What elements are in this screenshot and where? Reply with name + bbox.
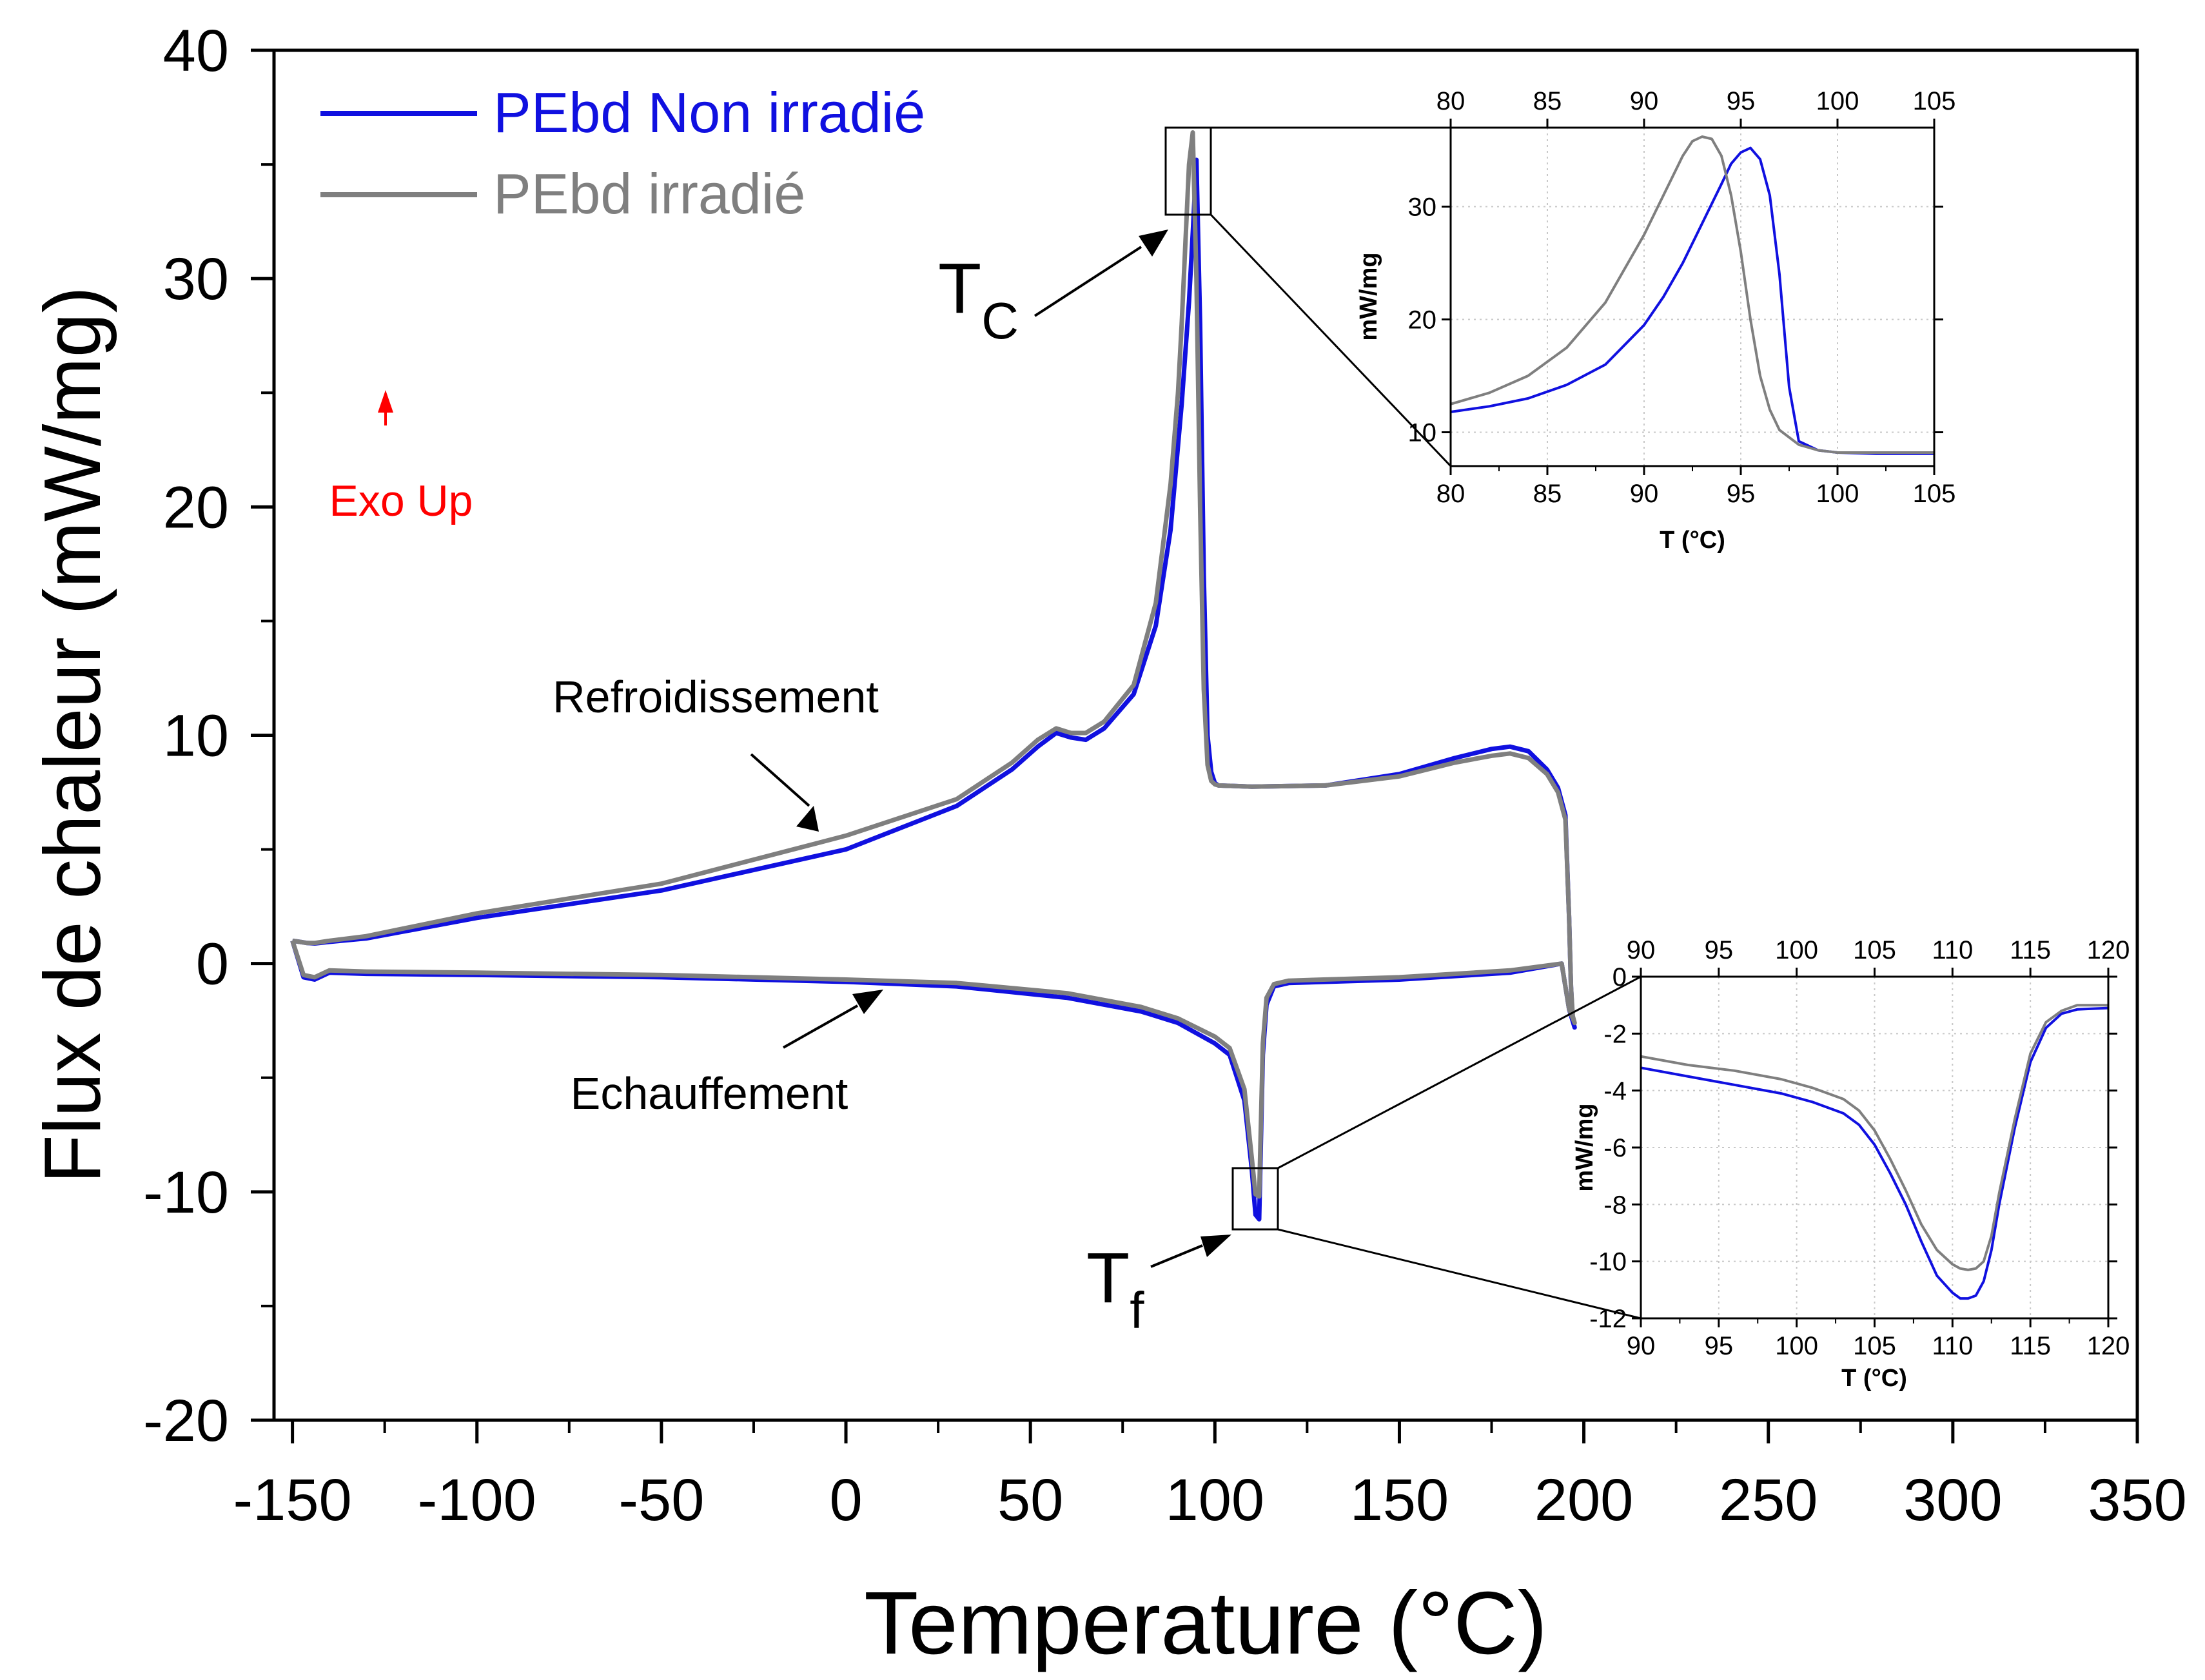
cooling-arrow: [750, 753, 810, 807]
inset2-x-axis-title: T (°C): [1841, 1365, 1907, 1392]
heating-arrow: [783, 1004, 858, 1049]
main-y-tick-label: 40: [163, 18, 229, 84]
inset2-x-tick-label: 105: [1853, 1332, 1896, 1360]
inset2-series-line-1: [1640, 1004, 2108, 1271]
inset1-x-tick-label-top: 100: [1816, 87, 1859, 115]
inset2-x-tick-label-top: 120: [2087, 936, 2130, 964]
zoom-box-melting: [1231, 1167, 1279, 1231]
heating-label: Echauffement: [571, 1068, 848, 1118]
tc-arrowhead-icon: [1139, 230, 1168, 257]
main-x-axis-title: Temperature (°C): [864, 1574, 1547, 1673]
cooling-arrowhead-icon: [796, 806, 819, 832]
main-x-tick-label: 0: [829, 1467, 862, 1533]
inset1-y-tick-label: 20: [1408, 306, 1437, 335]
inset1-series-line-0: [1450, 146, 1934, 455]
inset1-x-tick-label: 80: [1436, 480, 1465, 508]
inset1-x-tick-label-top: 95: [1727, 87, 1756, 115]
main-y-tick-label: 0: [196, 932, 229, 997]
inset2-y-axis-title: mW/mg: [1571, 1103, 1598, 1191]
main-y-tick-label: -20: [143, 1388, 229, 1454]
heating-arrowhead-icon: [852, 990, 883, 1014]
main-series-line-1: [290, 130, 1577, 1199]
inset2-y-tick-label: -2: [1603, 1020, 1627, 1048]
inset1-x-tick-label-top: 85: [1533, 87, 1562, 115]
main-y-tick-label: 30: [163, 246, 229, 312]
inset2-x-tick-label-top: 90: [1627, 936, 1656, 964]
tc-arrow: [1034, 246, 1142, 317]
inset1-x-tick-label: 90: [1630, 480, 1659, 508]
main-x-tick-label: 300: [1903, 1467, 2003, 1533]
inset1-y-axis-title: mW/mg: [1355, 252, 1382, 340]
main-x-tick-label: 200: [1534, 1467, 1634, 1533]
main-x-tick-label: 100: [1166, 1467, 1265, 1533]
inset1-x-tick-label: 85: [1533, 480, 1562, 508]
inset1-y-tick-label: 30: [1408, 193, 1437, 222]
inset1-y-tick-label: 10: [1408, 419, 1437, 447]
main-x-tick-label: 150: [1350, 1467, 1449, 1533]
inset2-x-tick-label: 115: [2010, 1332, 2051, 1360]
main-x-tick-label: 250: [1719, 1467, 1818, 1533]
tf-arrow: [1150, 1244, 1203, 1268]
inset1-x-tick-label-top: 90: [1630, 87, 1659, 115]
inset2-y-tick-label: -6: [1603, 1134, 1627, 1162]
inset1-x-axis-title: T (°C): [1660, 527, 1725, 554]
main-x-tick-label: -50: [618, 1467, 704, 1533]
tf-label: Tf: [1086, 1238, 1144, 1339]
tc-label: TC: [938, 249, 1019, 349]
inset1-x-tick-label-top: 80: [1436, 87, 1465, 115]
main-y-axis-title: Flux de chaleur (mW/mg): [28, 286, 117, 1184]
main-x-tick-label: -150: [233, 1467, 352, 1533]
inset2-x-tick-label-top: 110: [1932, 936, 1973, 964]
inset2-x-tick-label-top: 115: [2010, 936, 2051, 964]
zoom-connector-bottom: [1210, 213, 1452, 467]
inset2-y-tick-label: -12: [1589, 1305, 1627, 1333]
inset2-series-line-0: [1640, 1006, 2109, 1300]
inset2-x-tick-label-top: 105: [1853, 936, 1896, 964]
tf-arrowhead-icon: [1200, 1235, 1231, 1257]
inset2-y-tick-label: -4: [1603, 1077, 1627, 1106]
inset-melting: 90 90 95 95 100 100 105 105 110 110 115 115 120 120 -1…: [1571, 936, 2130, 1392]
exo-up-label: Exo Up: [329, 476, 473, 525]
legend: PEbd Non irradié PEbd irradié: [320, 81, 925, 226]
inset1-x-tick-label: 105: [1913, 480, 1956, 508]
inset2-x-tick-label: 90: [1627, 1332, 1656, 1360]
cooling-label: Refroidissement: [553, 672, 879, 722]
inset1-x-tick-label: 95: [1727, 480, 1756, 508]
inset2-x-tick-label-top: 95: [1705, 936, 1734, 964]
inset1-x-tick-label: 100: [1816, 480, 1859, 508]
inset2-y-tick-label: -8: [1603, 1191, 1627, 1219]
legend-label-irradie: PEbd irradié: [493, 162, 805, 226]
main-y-tick-label: -10: [143, 1160, 229, 1226]
inset2-y-tick-label: -10: [1589, 1248, 1627, 1276]
inset2-x-tick-label: 110: [1932, 1332, 1973, 1360]
main-y-tick-label: 10: [163, 703, 229, 769]
inset2-x-tick-label: 95: [1705, 1332, 1734, 1360]
main-series-line-0: [290, 157, 1577, 1222]
main-x-tick-label: -100: [418, 1467, 536, 1533]
zoom-box-crystallization: [1164, 126, 1212, 216]
inset2-x-tick-label: 100: [1775, 1332, 1818, 1360]
exo-up-annotation: Exo Up: [329, 390, 473, 525]
legend-label-non-irradie: PEbd Non irradié: [493, 81, 925, 144]
inset2-y-tick-label: 0: [1612, 963, 1627, 991]
main-y-tick-label: 20: [163, 474, 229, 540]
inset1-x-tick-label-top: 105: [1913, 87, 1956, 115]
inset2-x-tick-label: 120: [2087, 1332, 2130, 1360]
zoom-connector-melt-top: [1277, 975, 1642, 1169]
exo-up-arrowhead-icon: [378, 390, 393, 413]
inset-crystallization: 80 80 85 85 90 90 95 95 100 100 105 105 10 20 30 T (°C…: [1355, 87, 1955, 554]
inset2-x-tick-label-top: 100: [1775, 936, 1818, 964]
inset1-series-line-1: [1450, 135, 1934, 454]
zoom-connector-melt-bottom: [1277, 1228, 1642, 1320]
main-x-tick-label: 350: [2088, 1467, 2187, 1533]
main-x-tick-label: 50: [997, 1467, 1063, 1533]
